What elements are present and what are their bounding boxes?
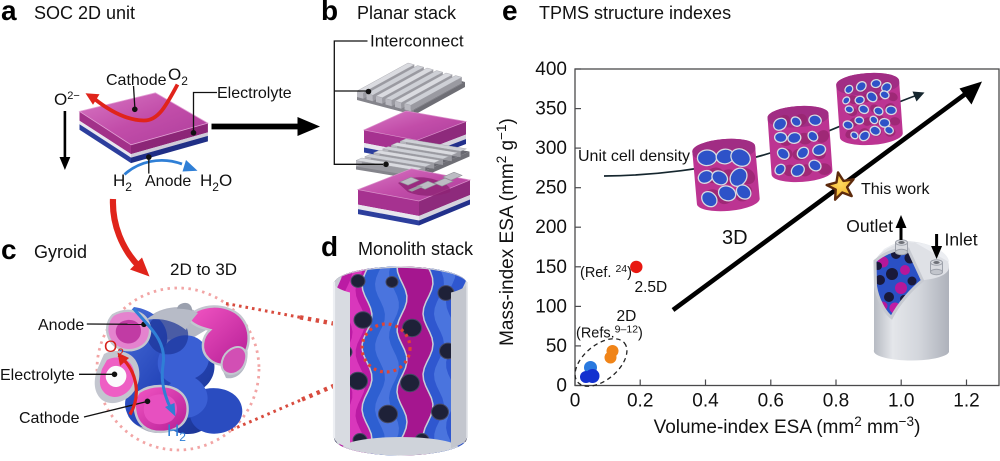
svg-text:Volume-index ESA (mm2 mm−3): Volume-index ESA (mm2 mm−3) [654,414,921,438]
svg-text:Inlet: Inlet [945,230,978,250]
svg-text:350: 350 [535,99,567,120]
svg-text:Anode: Anode [145,173,191,190]
svg-text:TPMS structure indexes: TPMS structure indexes [539,3,731,23]
svg-text:0.8: 0.8 [823,391,849,412]
svg-text:b: b [321,0,338,26]
svg-text:50: 50 [546,336,567,357]
svg-text:Unit cell density: Unit cell density [578,148,690,165]
svg-text:2D to 3D: 2D to 3D [170,260,237,279]
svg-text:200: 200 [535,217,567,238]
svg-text:100: 100 [535,296,567,317]
svg-text:Cathode: Cathode [106,72,167,89]
svg-text:c: c [1,234,17,265]
svg-text:0.4: 0.4 [692,391,719,412]
svg-text:1.2: 1.2 [953,391,979,412]
svg-text:Anode: Anode [38,317,84,334]
svg-text:e: e [502,0,518,26]
svg-text:Interconnect: Interconnect [370,32,464,51]
svg-text:Gyroid: Gyroid [34,242,87,262]
svg-text:250: 250 [535,178,567,199]
svg-text:Planar stack: Planar stack [357,3,457,23]
svg-text:Cathode: Cathode [19,410,80,427]
svg-text:2.5D: 2.5D [635,279,668,296]
svg-text:0: 0 [570,391,581,412]
svg-text:3D: 3D [722,227,748,249]
svg-text:Electrolyte: Electrolyte [217,85,292,102]
svg-text:Monolith stack: Monolith stack [358,239,474,259]
svg-text:d: d [321,231,338,262]
svg-text:This work: This work [861,181,930,198]
svg-text:400: 400 [535,59,567,80]
svg-text:Outlet: Outlet [846,216,893,236]
svg-text:1.0: 1.0 [888,391,914,412]
svg-text:0: 0 [556,376,567,397]
svg-text:Mass-index ESA (mm2 g−1): Mass-index ESA (mm2 g−1) [494,118,518,346]
svg-text:0.6: 0.6 [758,391,784,412]
svg-text:Electrolyte: Electrolyte [0,367,75,384]
svg-text:150: 150 [535,257,567,278]
svg-text:300: 300 [535,138,567,159]
svg-text:SOC 2D unit: SOC 2D unit [34,3,135,23]
svg-text:2D: 2D [617,308,637,325]
svg-text:H2O: H2O [200,171,232,194]
svg-text:a: a [1,0,17,26]
svg-text:0.2: 0.2 [627,391,653,412]
